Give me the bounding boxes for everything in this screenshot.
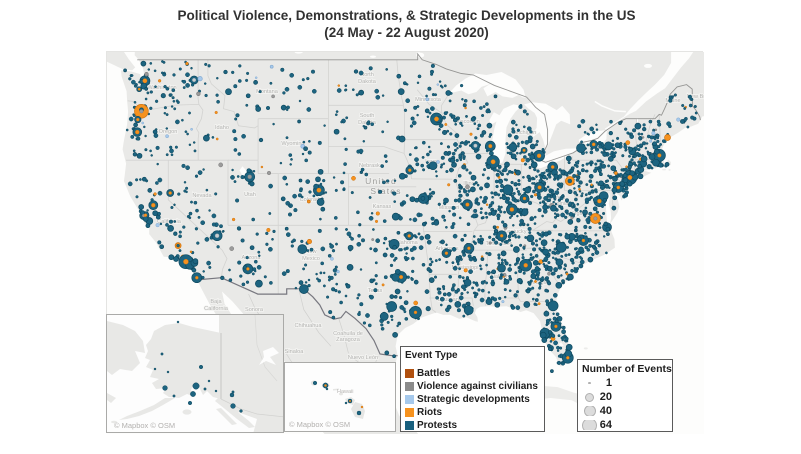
svg-text:Sinaloa: Sinaloa [285, 349, 305, 355]
svg-text:© Mapbox © OSM: © Mapbox © OSM [114, 421, 175, 430]
svg-text:Wyoming: Wyoming [281, 141, 304, 147]
svg-text:Washington: Washington [147, 85, 176, 91]
svg-text:Mississippi: Mississippi [451, 265, 478, 271]
svg-text:Dakota: Dakota [358, 79, 377, 85]
svg-text:Nebraska: Nebraska [359, 163, 384, 169]
svg-text:South: South [360, 113, 375, 119]
svg-text:Wisconsin: Wisconsin [454, 119, 480, 125]
svg-text:Baja: Baja [210, 299, 222, 305]
svg-text:© Mapbox © OSM: © Mapbox © OSM [289, 420, 350, 429]
svg-text:States: States [370, 186, 401, 196]
svg-text:Tennessee: Tennessee [485, 241, 512, 247]
svg-text:Colorado: Colorado [300, 197, 323, 203]
svg-text:New Brunswick: New Brunswick [687, 94, 704, 100]
svg-text:Chihuahua: Chihuahua [294, 323, 322, 329]
svg-text:California: California [204, 306, 229, 312]
svg-text:Montana: Montana [256, 89, 279, 95]
svg-text:Kentucky: Kentucky [503, 229, 526, 235]
svg-text:Oregon: Oregon [159, 129, 178, 135]
svg-text:Zaragoza: Zaragoza [336, 337, 361, 343]
svg-text:Oklahoma: Oklahoma [392, 240, 418, 246]
svg-text:Virginia: Virginia [550, 201, 569, 207]
svg-text:United: United [365, 176, 397, 186]
svg-text:Utah: Utah [244, 192, 256, 198]
svg-text:Nevada: Nevada [192, 193, 212, 199]
svg-text:Virginia: Virginia [570, 211, 589, 217]
svg-text:North: North [360, 72, 374, 78]
svg-text:Idaho: Idaho [215, 125, 229, 131]
svg-text:West: West [553, 195, 566, 201]
svg-text:Missouri: Missouri [439, 205, 460, 211]
svg-text:Nuevo León: Nuevo León [348, 355, 378, 361]
svg-text:New: New [305, 249, 317, 255]
svg-text:Coahuila de: Coahuila de [333, 331, 363, 337]
svg-text:Mexico: Mexico [302, 256, 320, 262]
svg-text:Michigan: Michigan [514, 130, 536, 136]
svg-text:Kansas: Kansas [373, 204, 392, 210]
svg-text:Hawaii: Hawaii [337, 389, 354, 395]
svg-text:Illinois: Illinois [463, 181, 479, 187]
svg-text:Maine: Maine [665, 98, 680, 104]
svg-text:Arizona: Arizona [242, 255, 262, 261]
svg-text:Sonora: Sonora [245, 307, 264, 313]
